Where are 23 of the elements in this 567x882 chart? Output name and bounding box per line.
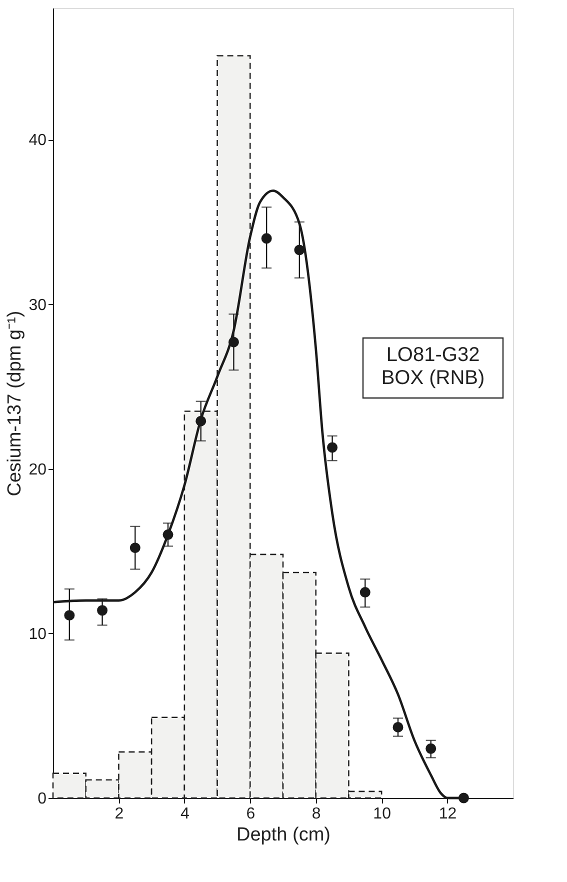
- x-tick-label: 4: [180, 806, 190, 822]
- point: [64, 610, 75, 621]
- x-tick-label: 2: [114, 806, 124, 822]
- y-tick-label: 10: [28, 626, 47, 643]
- point: [261, 233, 272, 244]
- y-tick-label: 20: [28, 461, 47, 478]
- point: [97, 605, 108, 616]
- point: [426, 743, 436, 754]
- y-tick-label: 0: [38, 790, 47, 808]
- point: [392, 722, 404, 732]
- point: [294, 244, 305, 256]
- x-tick-label: 10: [373, 806, 392, 822]
- x-tick-label: 12: [438, 806, 457, 822]
- y-axis-title: Cesium-137 (dpm g⁻¹): [4, 310, 26, 496]
- annotation: LO81-G32 BOX (RNB): [381, 344, 485, 389]
- x-tick-label: 6: [246, 806, 256, 822]
- point: [130, 542, 140, 554]
- x-tick-label: 8: [312, 806, 321, 822]
- point: [327, 442, 338, 453]
- y-tick-label: 40: [28, 132, 47, 150]
- point: [360, 587, 370, 598]
- x-axis-title: Depth (cm): [236, 824, 330, 846]
- y-tick-label: 30: [28, 296, 47, 314]
